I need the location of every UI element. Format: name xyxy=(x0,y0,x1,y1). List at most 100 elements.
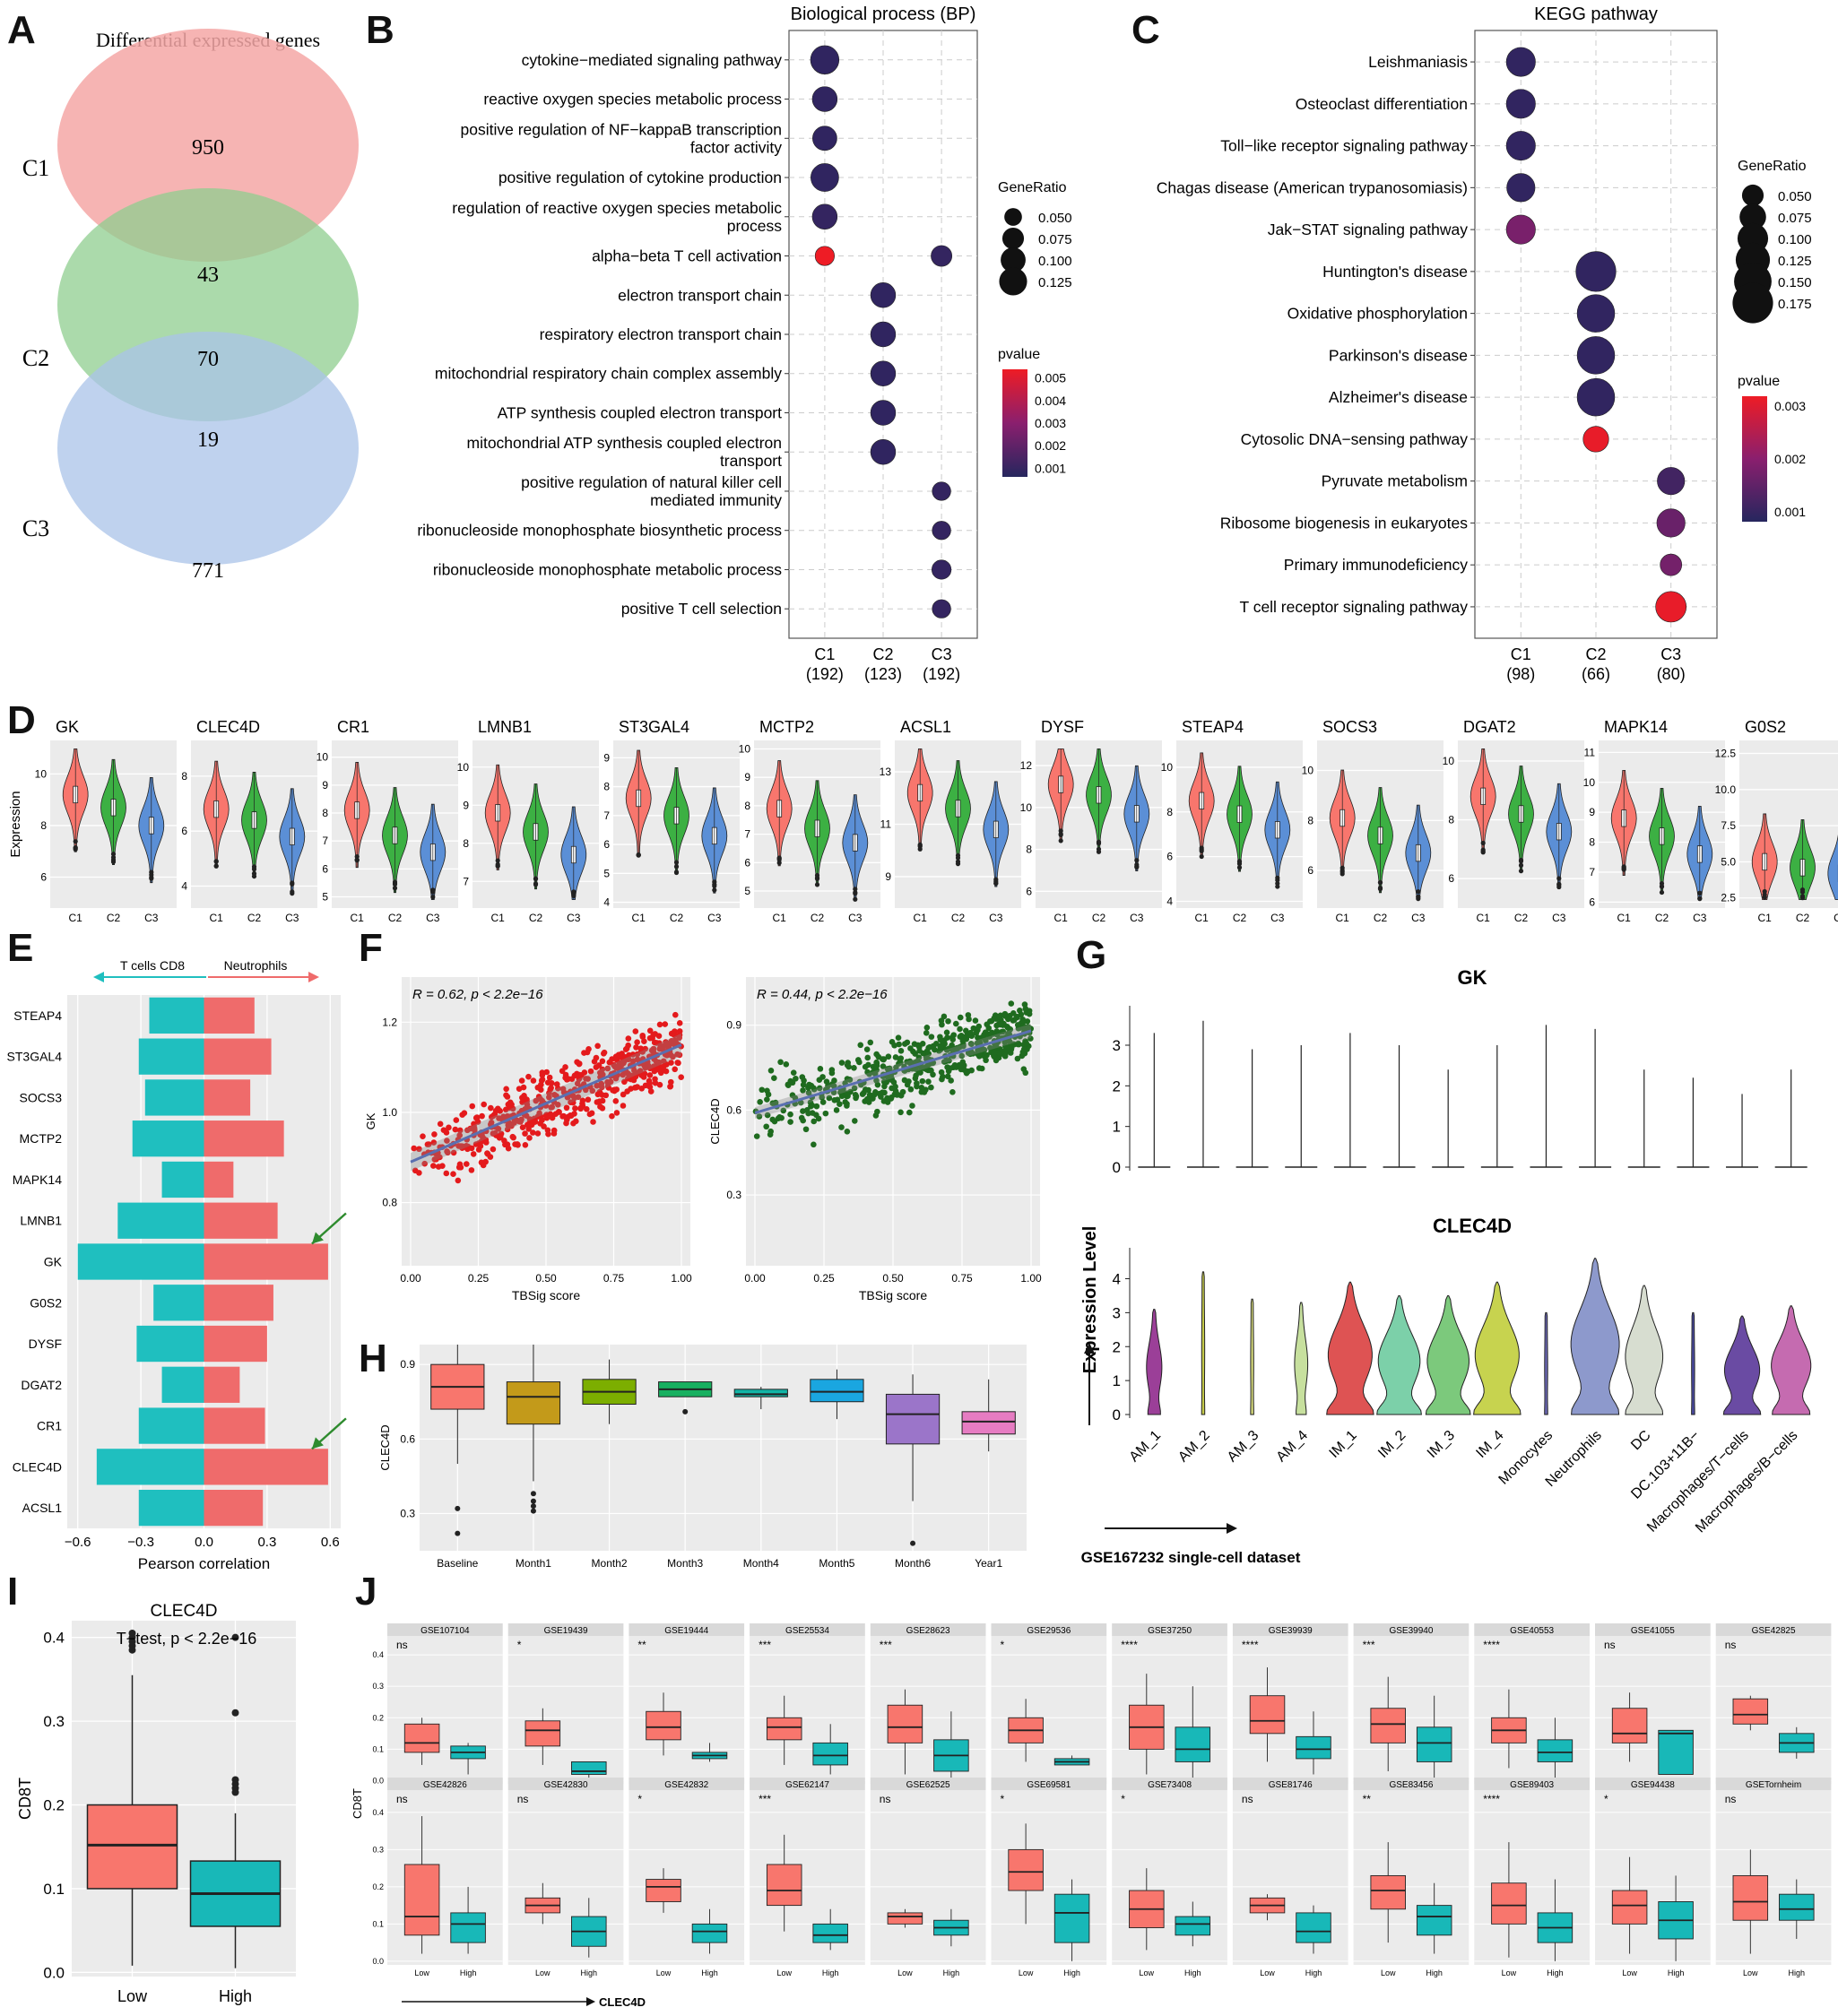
scatter-point xyxy=(456,1161,464,1168)
y-tick-label: 10 xyxy=(316,751,329,764)
facet-strip xyxy=(387,1778,503,1790)
correlation-bars: −0.6 −0.3 0.0 0.3 0.6 Pearson correlation T ce… xyxy=(7,958,347,1572)
enrichment-dot xyxy=(1505,89,1536,119)
significance-label: ns xyxy=(1604,1639,1616,1651)
scatter-point xyxy=(634,1051,641,1058)
x-group-label: High xyxy=(581,1968,598,1977)
plot-bg xyxy=(507,1636,624,1784)
scatter-point xyxy=(984,1051,990,1059)
y-tick-label: 0.2 xyxy=(372,1713,384,1722)
scatter-point xyxy=(925,1044,932,1051)
box xyxy=(403,1864,440,1936)
bar-negative xyxy=(138,1407,204,1444)
scatter-point xyxy=(530,1118,536,1125)
outlier-point xyxy=(673,870,680,875)
plot-title: KEGG pathway xyxy=(1534,4,1658,24)
x-group-label: C3 xyxy=(848,912,863,924)
outlier-point xyxy=(955,859,961,864)
scatter-point xyxy=(581,1069,588,1076)
scatter-point xyxy=(628,1086,634,1092)
facet-title: GSE42832 xyxy=(664,1780,708,1790)
box xyxy=(571,1761,607,1775)
facet-strip xyxy=(1715,1778,1832,1790)
scatter-point xyxy=(919,1041,926,1047)
fit-line xyxy=(410,1043,682,1164)
scatter-point xyxy=(944,1064,950,1070)
legend-size-label: 0.050 xyxy=(1778,189,1812,204)
x-group-label: Low xyxy=(535,1968,551,1977)
panel-letter-C: C xyxy=(1131,8,1160,52)
scatter-point xyxy=(526,1135,533,1141)
scatter-point xyxy=(880,1063,887,1069)
scatter-point xyxy=(822,1110,829,1117)
box xyxy=(691,1923,728,1943)
scatter-point xyxy=(444,1138,450,1144)
scatter-point xyxy=(957,1014,964,1021)
outlier-point xyxy=(231,1633,239,1641)
x-tick-label: 0.50 xyxy=(535,1272,557,1285)
scatter-point xyxy=(886,1065,893,1072)
legend-colorbar xyxy=(1002,369,1027,477)
scatter-point xyxy=(503,1086,509,1093)
outlier-point xyxy=(430,895,436,900)
y-tick-label: 0.6 xyxy=(400,1432,415,1445)
x-group-label: C3 xyxy=(1693,912,1707,924)
x-tick-label: −0.6 xyxy=(65,1535,91,1550)
outlier-point xyxy=(392,881,398,887)
scatter-point xyxy=(858,1081,864,1088)
scatter-point xyxy=(634,1039,640,1045)
facet-strip xyxy=(1232,1623,1348,1636)
outlier-point xyxy=(73,844,78,851)
outlier-point xyxy=(530,1508,536,1514)
outlier-point xyxy=(290,889,295,895)
outlier-point xyxy=(73,839,78,844)
scatter-point xyxy=(547,1111,554,1118)
enrichment-dot xyxy=(1576,294,1616,333)
scatter-point xyxy=(478,1138,484,1146)
outlier-point xyxy=(1480,840,1486,846)
facet-title: GSE39940 xyxy=(1389,1626,1433,1636)
left-direction-label: T cells CD8 xyxy=(120,958,185,973)
x-count-label: (80) xyxy=(1657,665,1686,683)
x-group-label: Month6 xyxy=(895,1557,931,1570)
scatter-point xyxy=(599,1058,606,1065)
box xyxy=(646,1879,681,1902)
scatter-point xyxy=(508,1101,515,1108)
scatter-point xyxy=(925,1078,932,1085)
scatter-point xyxy=(897,1048,905,1054)
outlier-point xyxy=(853,891,858,896)
scatter-point xyxy=(963,1027,969,1034)
bar-negative xyxy=(144,1079,204,1116)
cell-type-label: IM_1 xyxy=(1327,1428,1360,1461)
scatter-point xyxy=(450,1149,457,1156)
significance-label: ns xyxy=(396,1793,408,1805)
enrichment-dot xyxy=(1657,467,1686,496)
scatter-point xyxy=(928,1067,934,1074)
outlier-point xyxy=(1697,890,1703,896)
scatter-point xyxy=(651,1068,658,1075)
y-tick-label: 8 xyxy=(1026,844,1032,856)
scatter-point xyxy=(518,1077,525,1084)
scatter-point xyxy=(612,1075,620,1082)
scatter-point xyxy=(857,1042,864,1049)
outlier-point xyxy=(712,882,717,887)
arrow-left-head xyxy=(93,972,104,982)
scatter-point xyxy=(455,1177,462,1184)
correlation-annotation: R = 0.44, p < 2.2e−16 xyxy=(757,987,888,1002)
term-label: Pyruvate metabolism xyxy=(1322,472,1468,490)
x-count-label: (123) xyxy=(864,665,902,683)
gene-label: DGAT2 xyxy=(21,1378,62,1392)
outlier-point xyxy=(455,1505,461,1511)
scatter-point xyxy=(642,1064,649,1071)
x-group-label: C2 xyxy=(1374,912,1388,924)
facet-title: GSE83456 xyxy=(1389,1780,1433,1790)
scatter-point xyxy=(546,1094,552,1101)
scatter-point xyxy=(568,1076,576,1082)
x-group-label: C3 xyxy=(1660,645,1681,663)
y-tick-label: 6 xyxy=(1307,864,1313,877)
enrichment-dot xyxy=(1576,336,1616,375)
scatter-point xyxy=(780,1107,787,1114)
bar-negative xyxy=(96,1449,204,1485)
y-tick-label: 7.5 xyxy=(1721,819,1736,832)
y-tick-label: 0.1 xyxy=(372,1744,384,1753)
